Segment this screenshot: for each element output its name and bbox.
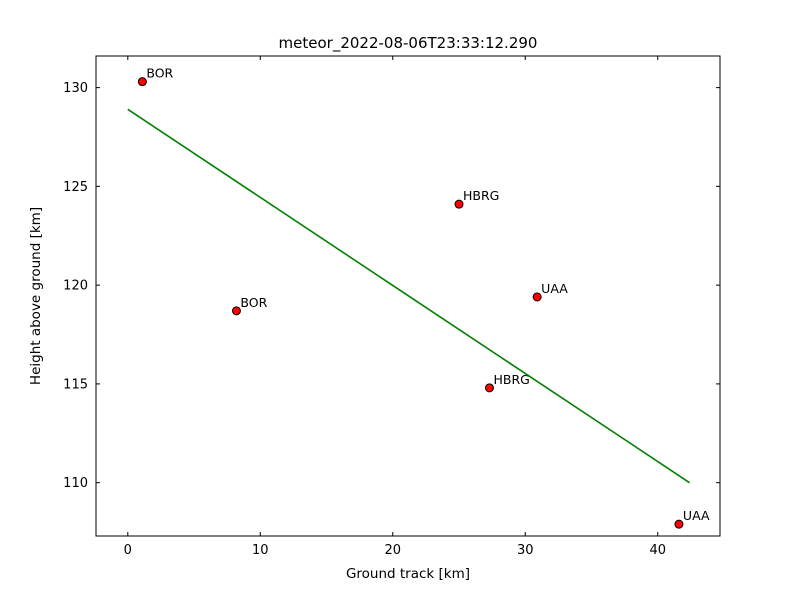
x-tick-label: 40 xyxy=(649,543,666,558)
x-tick-label: 20 xyxy=(384,543,401,558)
chart-title: meteor_2022-08-06T23:33:12.290 xyxy=(279,34,538,53)
data-point-UAA xyxy=(674,519,684,529)
data-point-BOR xyxy=(231,306,241,316)
plot-frame xyxy=(95,55,721,537)
data-point-HBRG xyxy=(484,383,494,393)
trajectory-fit-line xyxy=(127,108,690,484)
point-label-BOR: BOR xyxy=(146,66,173,81)
x-tick-label: 0 xyxy=(124,543,132,558)
y-tick-label: 130 xyxy=(63,81,88,96)
point-label-HBRG: HBRG xyxy=(493,372,529,387)
data-point-HBRG xyxy=(454,199,464,209)
point-label-UAA: UAA xyxy=(683,508,710,523)
point-label-BOR: BOR xyxy=(240,295,267,310)
data-point-BOR xyxy=(137,77,147,87)
y-tick-label: 125 xyxy=(63,180,88,195)
data-point-UAA xyxy=(532,292,542,302)
y-tick-label: 120 xyxy=(63,279,88,294)
point-label-UAA: UAA xyxy=(541,281,568,296)
x-tick-label: 10 xyxy=(252,543,269,558)
y-axis-label: Height above ground [km] xyxy=(28,207,44,385)
x-tick-label: 30 xyxy=(517,543,534,558)
y-tick-label: 110 xyxy=(63,476,88,491)
x-axis-label: Ground track [km] xyxy=(346,566,470,582)
point-label-HBRG: HBRG xyxy=(463,188,499,203)
y-tick-label: 115 xyxy=(63,377,88,392)
